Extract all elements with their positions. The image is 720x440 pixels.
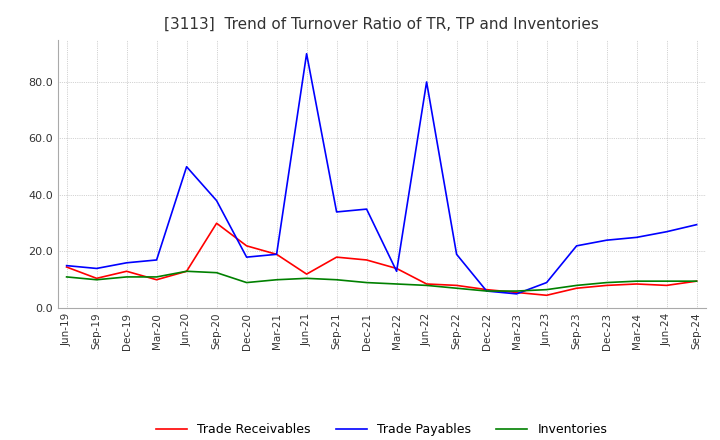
Inventories: [513, 288, 521, 293]
Trade Payables: [602, 238, 611, 243]
Line: Trade Payables: Trade Payables: [66, 54, 697, 294]
Trade Receivables: [153, 277, 161, 282]
Trade Payables: [62, 263, 71, 268]
Trade Payables: [572, 243, 581, 249]
Inventories: [122, 274, 131, 279]
Trade Receivables: [422, 281, 431, 286]
Inventories: [153, 274, 161, 279]
Trade Payables: [482, 288, 491, 293]
Trade Payables: [302, 51, 311, 56]
Trade Receivables: [182, 269, 191, 274]
Inventories: [272, 277, 281, 282]
Trade Receivables: [392, 266, 401, 271]
Inventories: [362, 280, 371, 285]
Trade Payables: [662, 229, 671, 235]
Trade Receivables: [272, 252, 281, 257]
Trade Payables: [392, 269, 401, 274]
Trade Receivables: [513, 290, 521, 295]
Trade Receivables: [452, 283, 461, 288]
Trade Receivables: [92, 276, 101, 281]
Inventories: [542, 287, 551, 292]
Inventories: [422, 283, 431, 288]
Trade Receivables: [242, 243, 251, 249]
Inventories: [693, 279, 701, 284]
Inventories: [662, 279, 671, 284]
Trade Payables: [362, 206, 371, 212]
Inventories: [602, 280, 611, 285]
Trade Receivables: [362, 257, 371, 263]
Trade Receivables: [542, 293, 551, 298]
Inventories: [392, 281, 401, 286]
Trade Payables: [542, 280, 551, 285]
Trade Payables: [452, 252, 461, 257]
Trade Payables: [153, 257, 161, 263]
Trade Payables: [272, 252, 281, 257]
Trade Receivables: [693, 279, 701, 284]
Inventories: [92, 277, 101, 282]
Trade Receivables: [212, 220, 221, 226]
Trade Payables: [513, 291, 521, 297]
Inventories: [62, 274, 71, 279]
Inventories: [182, 269, 191, 274]
Trade Payables: [242, 254, 251, 260]
Trade Receivables: [333, 254, 341, 260]
Inventories: [632, 279, 641, 284]
Inventories: [333, 277, 341, 282]
Inventories: [242, 280, 251, 285]
Line: Trade Receivables: Trade Receivables: [66, 223, 697, 295]
Trade Payables: [182, 164, 191, 169]
Inventories: [212, 270, 221, 275]
Inventories: [572, 283, 581, 288]
Trade Payables: [92, 266, 101, 271]
Trade Payables: [122, 260, 131, 265]
Trade Payables: [212, 198, 221, 203]
Line: Inventories: Inventories: [66, 271, 697, 291]
Inventories: [302, 276, 311, 281]
Legend: Trade Receivables, Trade Payables, Inventories: Trade Receivables, Trade Payables, Inven…: [151, 418, 612, 440]
Trade Receivables: [602, 283, 611, 288]
Trade Payables: [693, 222, 701, 227]
Inventories: [482, 288, 491, 293]
Trade Payables: [632, 235, 641, 240]
Trade Receivables: [122, 269, 131, 274]
Trade Receivables: [572, 286, 581, 291]
Title: [3113]  Trend of Turnover Ratio of TR, TP and Inventories: [3113] Trend of Turnover Ratio of TR, TP…: [164, 16, 599, 32]
Trade Receivables: [482, 287, 491, 292]
Trade Receivables: [662, 283, 671, 288]
Trade Receivables: [62, 264, 71, 270]
Trade Receivables: [302, 271, 311, 277]
Trade Payables: [422, 79, 431, 84]
Inventories: [452, 286, 461, 291]
Trade Payables: [333, 209, 341, 215]
Trade Receivables: [632, 281, 641, 286]
